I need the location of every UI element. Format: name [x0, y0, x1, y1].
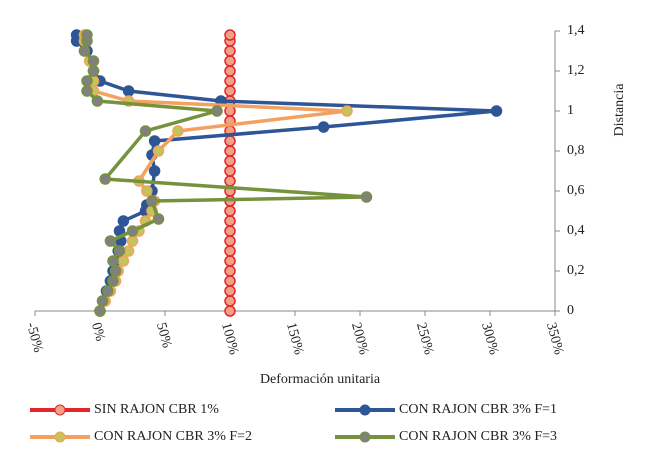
point [104, 235, 117, 247]
point [141, 185, 153, 197]
point [224, 265, 236, 277]
y-axis-label: Distancia [612, 83, 627, 137]
point [224, 305, 236, 317]
y-tick-label: 1,4 [567, 23, 585, 38]
point [109, 265, 122, 277]
point [91, 95, 104, 107]
series-line [74, 35, 499, 312]
point [148, 135, 161, 147]
point [117, 215, 130, 227]
point [81, 75, 93, 87]
legend-marker [359, 431, 371, 443]
point [81, 85, 93, 97]
point [360, 191, 373, 203]
point [146, 195, 158, 207]
y-tick-label: 1 [567, 103, 574, 118]
series-line [82, 35, 349, 312]
legend-marker [54, 404, 66, 416]
x-tick-label: 50% [153, 321, 174, 350]
point [224, 75, 236, 87]
point [224, 205, 236, 217]
point [152, 213, 165, 225]
x-tick-label: 0% [88, 321, 107, 343]
point [224, 29, 236, 41]
x-tick-label: 250% [413, 321, 436, 357]
x-tick-label: 150% [283, 321, 306, 357]
point [99, 173, 111, 185]
point [126, 235, 139, 247]
legend-label: SIN RAJON CBR 1% [94, 402, 219, 417]
x-tick-label: -50% [23, 321, 45, 354]
point [224, 135, 236, 147]
point [224, 255, 236, 267]
point [107, 275, 119, 287]
point [224, 225, 236, 237]
point [317, 121, 330, 133]
point [224, 285, 236, 297]
x-tick-label: 300% [478, 321, 501, 357]
point [148, 165, 161, 177]
point [211, 105, 223, 117]
point [490, 105, 503, 117]
y-tick-label: 0 [567, 303, 574, 318]
y-tick-label: 0,8 [567, 143, 585, 158]
point [224, 145, 236, 157]
point [224, 85, 236, 97]
point [224, 155, 236, 167]
x-axis-label: Deformación unitaria [260, 372, 381, 387]
y-tick-label: 1,2 [567, 63, 585, 78]
x-tick-label: 350% [543, 321, 566, 357]
point [87, 55, 100, 67]
point [117, 255, 130, 267]
legend-label: CON RAJON CBR 3% F=2 [94, 429, 252, 444]
y-tick-label: 0,2 [567, 263, 585, 278]
point [224, 215, 236, 227]
point [224, 55, 236, 67]
point [139, 125, 152, 137]
point [341, 105, 353, 117]
point [224, 175, 236, 187]
point [224, 165, 236, 177]
point [102, 285, 114, 297]
y-tick-label: 0,6 [567, 183, 585, 198]
point [224, 235, 236, 247]
point [107, 255, 119, 267]
point [224, 295, 236, 307]
point [126, 225, 139, 237]
point [224, 245, 236, 257]
point [224, 65, 236, 77]
legend-marker [359, 404, 371, 416]
legend-label: CON RAJON CBR 3% F=3 [399, 429, 557, 444]
point [96, 295, 109, 307]
point [122, 85, 135, 97]
x-tick-label: 200% [348, 321, 371, 357]
legend-label: CON RAJON CBR 3% F=1 [399, 402, 557, 417]
point [81, 29, 93, 41]
point [78, 45, 91, 57]
legend-marker [54, 431, 66, 443]
point [224, 275, 236, 287]
point [224, 45, 236, 57]
x-tick-label: 100% [218, 321, 241, 357]
y-tick-label: 0,4 [567, 223, 585, 238]
point [113, 245, 126, 257]
point [94, 305, 106, 317]
point [87, 65, 100, 77]
point [172, 125, 184, 137]
point [152, 145, 165, 157]
